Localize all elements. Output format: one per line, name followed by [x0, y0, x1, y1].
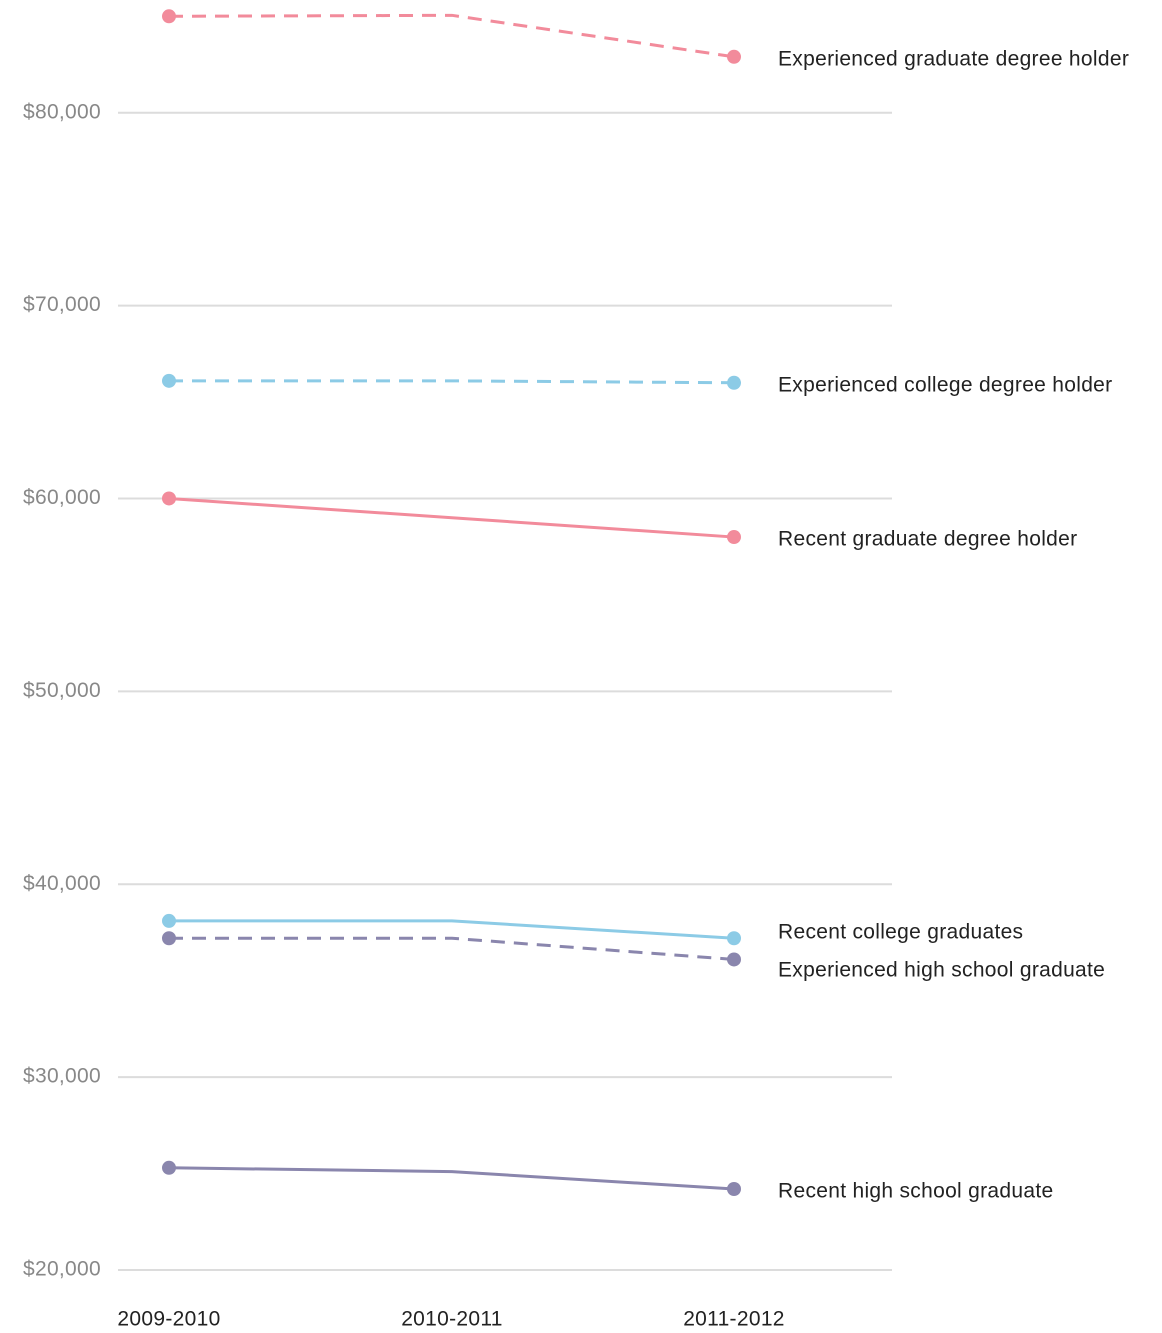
point	[162, 913, 176, 928]
point	[727, 931, 741, 946]
series-line	[168, 496, 735, 539]
series-label: Experienced college degree holder	[778, 373, 1112, 396]
x-tick-label: 2010-2011	[401, 1308, 503, 1331]
y-tick-label: $30,000	[23, 1065, 101, 1088]
series-label: Recent college graduates	[778, 920, 1023, 943]
x-tick-label: 2011-2012	[683, 1308, 785, 1331]
y-tick-label: $50,000	[23, 679, 101, 702]
series-line	[169, 936, 735, 961]
series-label: Recent graduate degree holder	[778, 528, 1077, 551]
point	[162, 9, 176, 24]
y-tick-label: $70,000	[23, 293, 101, 316]
x-tick-label: 2009-2010	[117, 1308, 220, 1331]
series-label: Experienced high school graduate	[778, 958, 1105, 981]
y-tick-label: $80,000	[23, 100, 101, 123]
point	[162, 1160, 176, 1175]
y-tick-label: $40,000	[23, 872, 101, 895]
point	[727, 530, 741, 545]
series-label: Experienced graduate degree holder	[778, 47, 1129, 70]
series-line	[169, 919, 735, 940]
point	[162, 931, 176, 946]
y-tick-label: $20,000	[23, 1258, 101, 1281]
series-line	[168, 1166, 735, 1191]
series-line	[168, 13, 735, 59]
y-tick-label: $60,000	[23, 486, 101, 509]
point	[727, 375, 741, 390]
series-line	[169, 379, 735, 385]
point	[727, 952, 741, 967]
point	[162, 491, 176, 506]
point	[162, 373, 176, 388]
series-label: Recent high school graduate	[778, 1180, 1053, 1203]
point	[727, 49, 741, 64]
point	[727, 1181, 741, 1196]
